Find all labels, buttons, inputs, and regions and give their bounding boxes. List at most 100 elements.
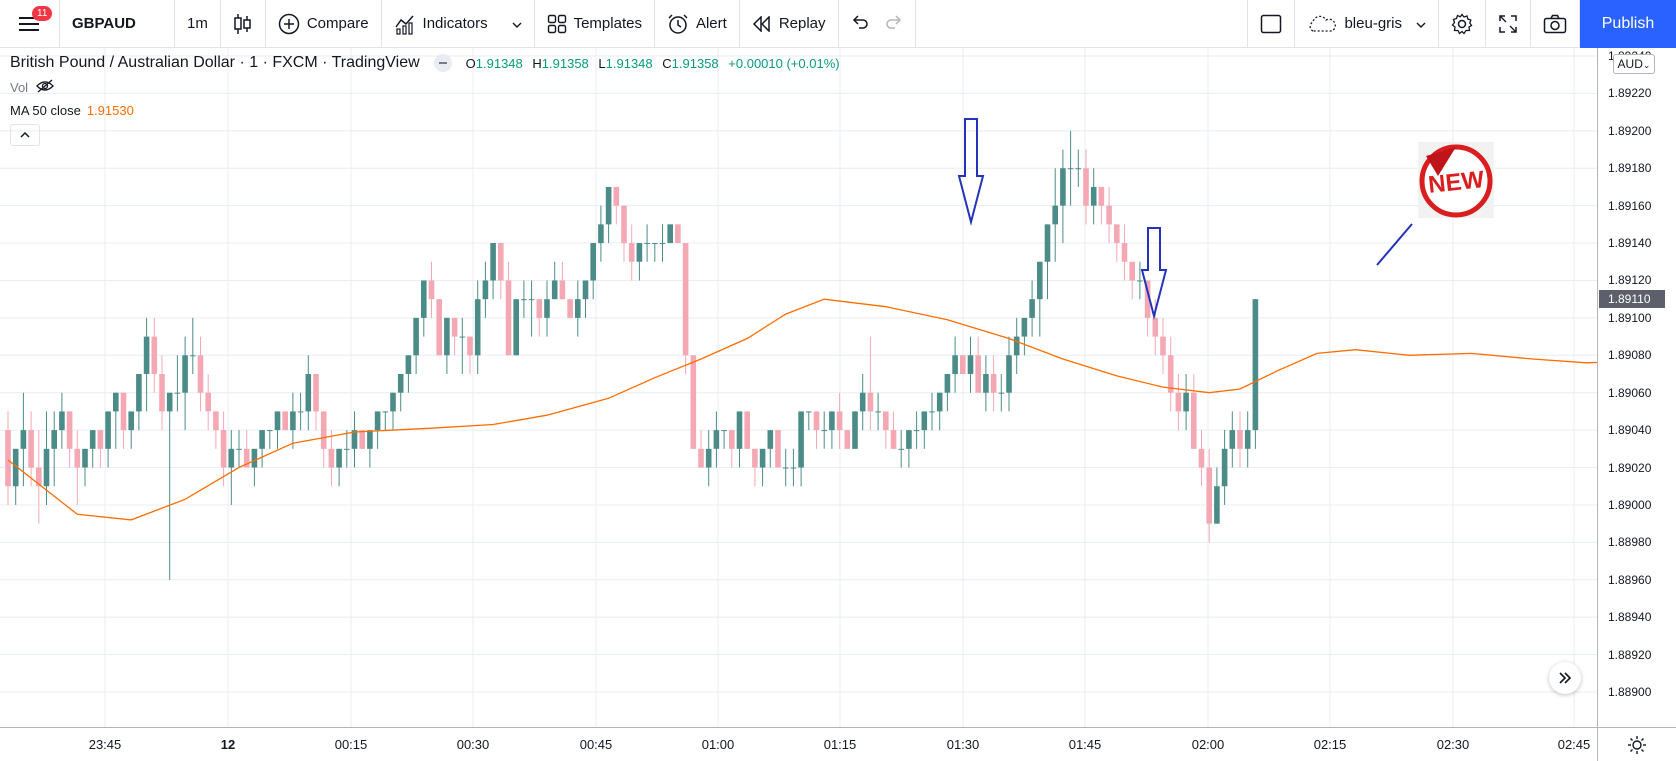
candle-body	[97, 430, 104, 449]
candle-body	[967, 355, 974, 374]
gear-icon	[1451, 12, 1473, 35]
chevron-down-icon[interactable]	[512, 15, 522, 32]
candle-body	[1237, 430, 1243, 449]
time-scale[interactable]: 23:45 12 00:15 00:30 00:45 01:00 01:15 01:30 01:…	[0, 727, 1597, 761]
candle-body	[1052, 205, 1058, 225]
replay-button[interactable]: Replay	[740, 0, 839, 48]
snapshot-button[interactable]	[1531, 0, 1580, 48]
price-chart[interactable]: NEW	[0, 48, 1597, 727]
alert-button[interactable]: Alert	[655, 0, 740, 48]
theme-selector[interactable]: bleu-gris	[1295, 0, 1439, 48]
candle-body	[467, 336, 473, 356]
symbol-search[interactable]: GBPAUD	[60, 0, 175, 48]
templates-button[interactable]: Templates	[535, 0, 655, 48]
candle-body	[228, 448, 235, 468]
eye-hidden-icon[interactable]	[36, 79, 54, 96]
candle-body	[875, 411, 881, 413]
time-tick-label: 01:00	[701, 737, 735, 752]
publish-button[interactable]: Publish	[1580, 0, 1676, 48]
candle-body	[459, 336, 466, 338]
candle-body	[859, 392, 866, 412]
chevron-down-icon	[1416, 15, 1426, 32]
candle-body	[582, 280, 589, 300]
candle-body	[829, 411, 835, 431]
currency-selector[interactable]: AUD⌄	[1613, 54, 1655, 74]
compare-button[interactable]: Compare	[266, 0, 382, 48]
candle-body	[1160, 336, 1166, 356]
candle-body	[1167, 355, 1174, 393]
candle-body	[297, 411, 304, 413]
candle-body	[906, 430, 912, 449]
last-price-label: 1.89110	[1599, 290, 1665, 309]
price-tick-label: 1.89040	[1608, 423, 1652, 438]
candle-body	[290, 411, 296, 431]
candle-body	[1006, 355, 1012, 393]
candle-body	[698, 448, 704, 468]
candle-body	[382, 411, 389, 413]
candle-body	[559, 280, 566, 300]
chart-type-button[interactable]	[221, 0, 266, 48]
collapse-legend-button[interactable]	[10, 124, 40, 146]
candle-body	[952, 355, 958, 374]
candle-body	[174, 392, 181, 394]
candle-body	[1206, 467, 1212, 524]
pointer-line-annotation	[1376, 223, 1413, 266]
high-value: 1.91358	[541, 55, 589, 71]
candle-body	[528, 299, 535, 301]
candle-body	[5, 430, 11, 487]
alarm-clock-icon	[667, 13, 689, 35]
candle-body	[852, 411, 858, 449]
candle-body	[990, 374, 997, 393]
candle-body	[113, 392, 119, 412]
scale-settings-button[interactable]	[1597, 727, 1676, 761]
redo-icon[interactable]	[885, 14, 903, 33]
scroll-to-realtime-button[interactable]	[1549, 662, 1581, 694]
candle-body	[259, 430, 265, 449]
price-tick-label: 1.88940	[1608, 610, 1652, 625]
candle-body	[729, 430, 735, 449]
settings-button[interactable]	[1439, 0, 1486, 48]
candle-body	[236, 448, 242, 450]
candle-body	[74, 448, 81, 468]
layout-button[interactable]	[1247, 0, 1296, 48]
cloud-icon	[1307, 15, 1337, 33]
candle-body	[944, 374, 951, 393]
fullscreen-button[interactable]	[1486, 0, 1531, 48]
templates-label: Templates	[573, 15, 642, 32]
candle-body	[482, 280, 489, 300]
time-tick-label: 02:30	[1436, 737, 1470, 752]
candle-body	[960, 355, 966, 374]
candle-body	[567, 299, 573, 318]
indicators-button[interactable]: Indicators	[382, 0, 535, 48]
candle-body	[883, 411, 889, 431]
interval-button[interactable]: 1m	[175, 0, 221, 48]
badge-text: NEW	[1427, 166, 1486, 199]
candle-body	[421, 280, 427, 318]
close-key: C	[662, 55, 672, 71]
candle-body	[605, 186, 612, 225]
ma-value: 1.91530	[86, 103, 134, 118]
candle-body	[598, 224, 604, 244]
price-tick-label: 1.89080	[1608, 348, 1652, 363]
time-tick-label: 01:15	[823, 737, 857, 752]
candle-body	[128, 411, 134, 431]
undo-icon[interactable]	[851, 14, 869, 33]
candle-body	[1244, 430, 1251, 449]
candle-body	[575, 299, 581, 318]
candle-body	[397, 374, 404, 393]
candle-body	[243, 448, 250, 468]
candle-body	[782, 467, 789, 469]
candle-body	[521, 299, 527, 301]
price-tick-label: 1.89200	[1608, 123, 1652, 138]
main-menu-button[interactable]: 11	[0, 0, 60, 48]
ma-label: MA 50 close	[10, 103, 81, 118]
price-tick-label: 1.89120	[1608, 273, 1652, 288]
price-scale[interactable]: 1.892401.892201.892001.891801.891601.891…	[1597, 48, 1676, 727]
candle-body	[913, 430, 920, 432]
candle-body	[405, 355, 412, 374]
candle-body	[313, 374, 319, 412]
candle-body	[1013, 336, 1020, 356]
grid	[0, 48, 1597, 727]
hamburger-icon	[18, 16, 39, 31]
candles-icon	[234, 13, 251, 34]
